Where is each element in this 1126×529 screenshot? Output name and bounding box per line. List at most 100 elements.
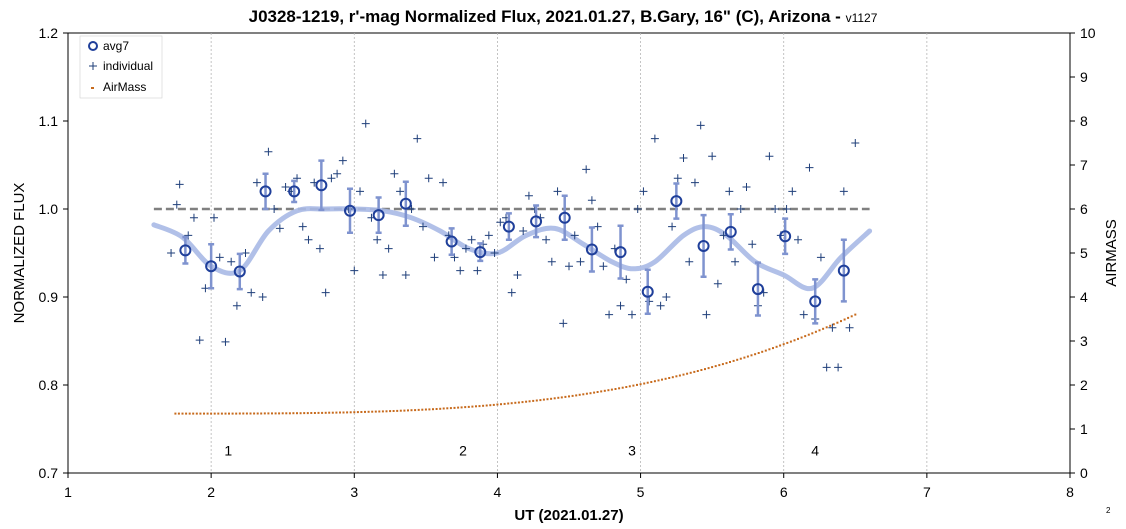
individual-point-6 xyxy=(201,284,210,293)
airmass-point-23 xyxy=(256,412,259,415)
airmass-point-36 xyxy=(303,412,306,415)
airmass-point-1 xyxy=(177,412,180,415)
individual-point-36 xyxy=(378,271,387,279)
y2-tick-label-2: 2 xyxy=(1080,377,1088,393)
airmass-point-18 xyxy=(238,412,241,415)
airmass-point-173 xyxy=(793,339,796,342)
airmass-point-159 xyxy=(743,356,746,359)
airmass-point-24 xyxy=(260,412,263,415)
individual-point-81 xyxy=(639,187,648,196)
airmass-point-69 xyxy=(421,408,424,411)
airmass-point-95 xyxy=(514,401,517,404)
individual-point-39 xyxy=(396,187,405,196)
airmass-point-165 xyxy=(764,349,767,352)
airmass-point-51 xyxy=(356,411,359,414)
avg7-errorbar-17 xyxy=(673,182,680,220)
y-axis-ticks: 0.7 0.8 0.9 1.0 1.1 1.2 xyxy=(39,25,68,481)
airmass-point-91 xyxy=(500,403,502,406)
individual-point-13 xyxy=(247,288,256,297)
avg7-errorbar-20 xyxy=(754,261,761,317)
airmass-point-134 xyxy=(653,380,656,383)
airmass-point-38 xyxy=(310,412,313,414)
airmass-point-71 xyxy=(428,408,431,411)
x-tick-label-7: 8 xyxy=(1066,484,1074,500)
individual-point-51 xyxy=(467,235,476,244)
airmass-point-59 xyxy=(385,410,388,413)
individual-point-118 xyxy=(851,139,860,147)
individual-point-98 xyxy=(736,205,745,213)
airmass-point-10 xyxy=(210,412,213,415)
legend-avg7-marker xyxy=(88,41,98,51)
annotation-4: 4 xyxy=(811,442,819,458)
chart-title-version: v1127 xyxy=(846,11,878,25)
x-tick-label-4: 5 xyxy=(637,484,645,500)
airmass-point-67 xyxy=(414,409,417,412)
x-axis-title: UT (2021.01.27) xyxy=(514,507,623,524)
airmass-point-147 xyxy=(700,369,703,371)
airmass-point-180 xyxy=(818,329,821,332)
airmass-point-101 xyxy=(535,399,538,402)
individual-point-10 xyxy=(227,257,236,266)
y2-axis-ticks: 0 1 2 3 4 5 6 7 8 9 10 xyxy=(1070,25,1096,481)
x-tick-label-1: 2 xyxy=(207,484,215,500)
individual-point-22 xyxy=(298,222,307,231)
legend: avg7 individual AirMass xyxy=(79,35,163,99)
airmass-point-58 xyxy=(381,410,384,413)
airmass-point-145 xyxy=(693,370,696,373)
airmass-point-190 xyxy=(854,313,857,316)
airmass-point-119 xyxy=(600,390,603,393)
airmass-point-166 xyxy=(768,348,771,351)
avg7-errorbar-2 xyxy=(236,252,243,291)
airmass-point-50 xyxy=(353,411,356,414)
airmass-point-154 xyxy=(725,362,728,365)
y2-tick-label-5: 5 xyxy=(1080,245,1088,261)
avg7-point-2 xyxy=(233,265,246,278)
airmass-point-21 xyxy=(249,412,252,415)
airmass-point-110 xyxy=(568,395,570,398)
individual-point-54 xyxy=(484,231,493,240)
airmass-point-63 xyxy=(399,409,402,412)
individual-point-96 xyxy=(725,187,734,196)
individual-point-52 xyxy=(473,266,482,275)
y2-tick-label-3: 3 xyxy=(1080,333,1088,349)
airmass-point-124 xyxy=(618,387,621,390)
airmass-point-184 xyxy=(832,323,835,326)
airmass-point-68 xyxy=(417,408,420,411)
y2-tick-label-7: 7 xyxy=(1080,157,1088,173)
avg7-point-17 xyxy=(670,195,683,208)
legend-airmass-marker xyxy=(91,87,94,89)
legend-airmass-label: AirMass xyxy=(103,80,146,94)
airmass-point-41 xyxy=(321,411,324,414)
airmass-point-65 xyxy=(407,409,409,412)
individual-point-109 xyxy=(799,310,808,319)
airmass-point-177 xyxy=(807,333,810,336)
airmass-point-76 xyxy=(446,407,449,410)
airmass-point-156 xyxy=(732,359,735,362)
individual-point-29 xyxy=(338,156,347,165)
airmass-point-160 xyxy=(746,355,749,358)
x-axis-ticks: 1 2 3 4 5 6 7 8 xyxy=(64,473,1074,500)
x-tick-label-0: 1 xyxy=(64,484,72,500)
individual-point-14 xyxy=(252,178,261,187)
individual-point-78 xyxy=(622,275,631,284)
avg7-point-6 xyxy=(343,204,356,217)
y-axis-title: NORMALIZED FLUX xyxy=(11,183,28,324)
individual-point-68 xyxy=(565,262,573,271)
airmass-point-61 xyxy=(392,410,395,412)
annotation-1: 1 xyxy=(224,442,232,458)
individual-point-9 xyxy=(221,337,230,346)
avg7-point-9 xyxy=(445,235,458,248)
airmass-point-55 xyxy=(371,410,374,413)
airmass-point-42 xyxy=(324,411,327,414)
annotation-2: 2 xyxy=(459,442,467,458)
annotation-3: 3 xyxy=(628,442,636,458)
individual-point-94 xyxy=(713,279,722,288)
individual-point-12 xyxy=(241,249,250,257)
airmass-point-142 xyxy=(682,373,685,376)
individual-point-83 xyxy=(650,134,659,143)
airmass-point-105 xyxy=(550,397,553,400)
airmass-point-82 xyxy=(467,405,470,408)
individual-point-86 xyxy=(668,222,677,231)
airmass-point-108 xyxy=(560,396,563,399)
airmass-point-103 xyxy=(542,398,545,401)
